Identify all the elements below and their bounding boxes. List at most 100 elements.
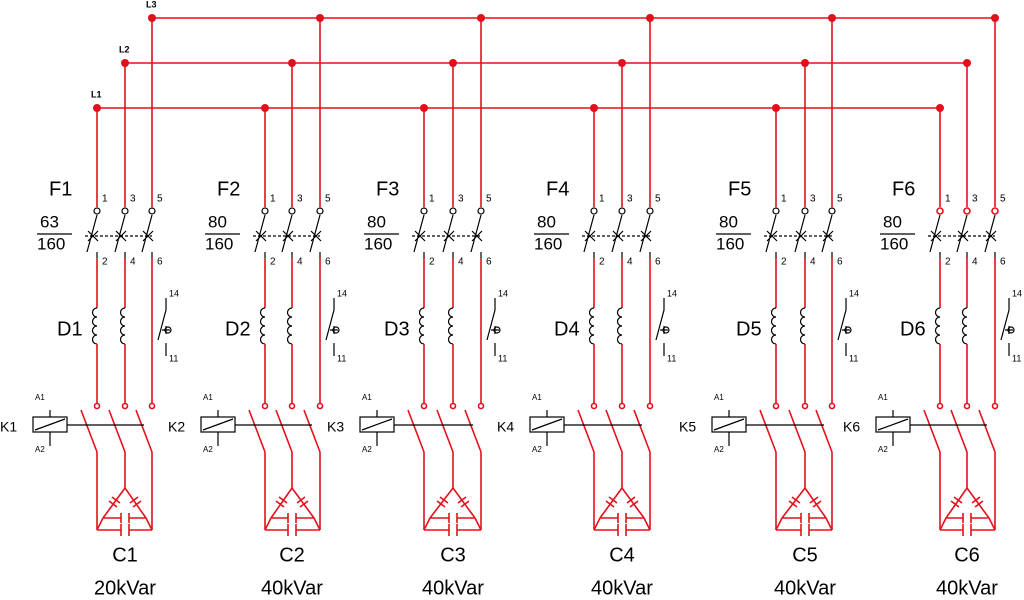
relay-coil (286, 307, 293, 345)
terminal-out: 6 (486, 257, 492, 268)
capacitor-delta (96, 487, 153, 536)
aux-contact (1000, 298, 1013, 356)
terminal (449, 402, 457, 410)
aux-label: 11 (1012, 353, 1021, 363)
rating-top: 63 (40, 212, 59, 231)
terminal (772, 402, 780, 410)
coil-slash (877, 410, 987, 446)
coil-slash (713, 410, 824, 446)
terminal (828, 207, 836, 215)
terminal-in: 5 (325, 194, 331, 205)
breaker-contact (309, 214, 321, 258)
aux-label: 14 (667, 288, 677, 298)
terminal-in: 5 (486, 194, 492, 205)
terminal-out: 4 (297, 257, 303, 268)
terminal-out: 4 (458, 257, 464, 268)
terminal-out: 6 (655, 257, 661, 268)
relay-coil (418, 307, 425, 345)
aux-label: 14 (169, 288, 179, 298)
rating-bottom: 160 (205, 234, 233, 253)
terminal-in: 3 (627, 194, 633, 205)
terminal (93, 207, 101, 215)
breaker-x (640, 230, 652, 242)
breaker-contact (114, 214, 126, 258)
aux-contact (837, 298, 850, 356)
power-label: 40kVar (774, 577, 836, 599)
terminal-out: 4 (130, 257, 136, 268)
terminal (288, 402, 296, 410)
terminal-in: 1 (945, 194, 951, 205)
contactor-contact (633, 409, 651, 453)
aux-contact (157, 298, 170, 356)
breaker-contact (413, 214, 425, 258)
relay-coil (119, 307, 126, 345)
terminal (420, 402, 428, 410)
rating-bottom: 160 (880, 234, 908, 253)
capacitor-label: C4 (609, 544, 635, 566)
terminal (801, 207, 809, 215)
terminal (618, 207, 626, 215)
terminal (316, 207, 324, 215)
contactor-contact (759, 409, 777, 453)
bus-label: L1 (91, 89, 102, 99)
terminal-in: 1 (599, 194, 605, 205)
capacitor-delta (423, 487, 482, 536)
relay-coil (770, 307, 777, 345)
aux-contact (655, 298, 668, 356)
fuse-label: F5 (728, 178, 751, 200)
terminal (316, 402, 324, 410)
breaker-contact (984, 214, 996, 258)
aux-knob (164, 326, 172, 334)
terminal-in: 5 (1000, 194, 1006, 205)
aux-knob (662, 326, 670, 334)
terminal (772, 207, 780, 215)
terminal-out: 2 (599, 257, 605, 268)
terminal (420, 207, 428, 215)
terminal-in: 3 (810, 194, 816, 205)
breaker-contact (765, 214, 777, 258)
coil-label: A2 (714, 445, 724, 454)
terminal-in: 1 (102, 194, 108, 205)
terminal (590, 402, 598, 410)
power-label: 40kVar (591, 577, 653, 599)
terminal (991, 402, 999, 410)
rating-top: 80 (537, 212, 556, 231)
terminal (261, 207, 269, 215)
capacitor-delta (775, 487, 833, 536)
bus-label: L2 (119, 44, 130, 54)
rating-top: 80 (367, 212, 386, 231)
contactor-contact (788, 409, 806, 453)
coil-slash (202, 410, 312, 446)
fuse-label: F6 (892, 178, 915, 200)
capacitor-delta (939, 487, 996, 536)
relay-coil (799, 307, 806, 345)
breaker-contact (639, 214, 651, 258)
contactor-contact (135, 409, 153, 453)
terminal (477, 402, 485, 410)
terminal (477, 207, 485, 215)
breaker-contact (583, 214, 595, 258)
terminal-in: 1 (429, 194, 435, 205)
relay-coil (961, 307, 968, 345)
breaker-contact (141, 214, 153, 258)
relay-label: D1 (57, 318, 83, 340)
terminal (148, 207, 156, 215)
relay-label: D5 (736, 318, 762, 340)
contactor-label: K3 (327, 419, 344, 435)
breaker-contact (956, 214, 968, 258)
relay-coil (447, 307, 454, 345)
breaker-contact (929, 214, 941, 258)
terminal-out: 4 (627, 257, 633, 268)
power-label: 40kVar (936, 577, 998, 599)
rating-bottom: 160 (364, 234, 392, 253)
coil-label: A2 (362, 445, 372, 454)
terminal-in: 3 (130, 194, 136, 205)
bus-label: L3 (146, 0, 157, 9)
contactor-label: K4 (497, 419, 514, 435)
terminal (801, 402, 809, 410)
terminal-in: 1 (270, 194, 276, 205)
relay-label: D6 (900, 318, 926, 340)
contactor-contact (605, 409, 623, 453)
relay-label: D4 (554, 318, 580, 340)
terminal-out: 2 (781, 257, 787, 268)
